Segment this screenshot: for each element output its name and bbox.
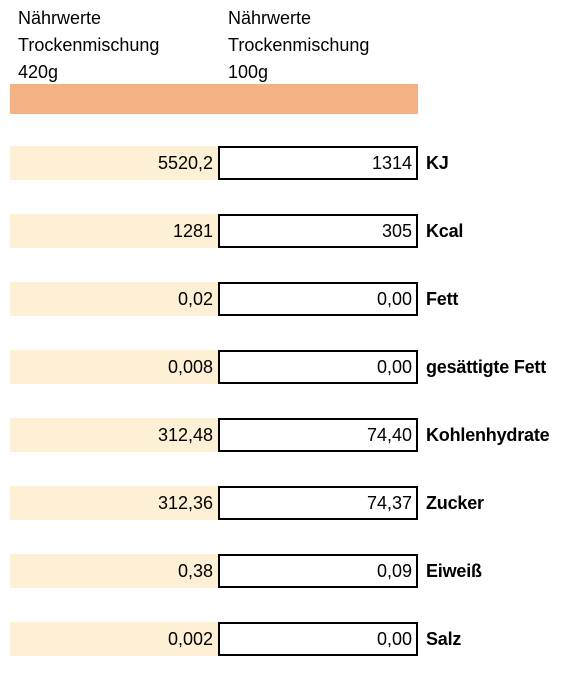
row-label: Kohlenhydrate — [426, 425, 550, 445]
header-per100: Nährwerte Trockenmischung 100g — [228, 5, 369, 86]
header-per100-line3: 100g — [228, 62, 269, 82]
header-per100-line1: Nährwerte — [228, 8, 312, 28]
row-kohlenhydrate: 312,48 74,40 Kohlenhydrate — [10, 418, 576, 452]
row-label: Fett — [426, 289, 459, 309]
row-gesaettigte-fett: 0,008 0,00 gesättigte Fett — [10, 350, 576, 384]
total-cell[interactable]: 1281 — [10, 214, 218, 248]
row-label: Zucker — [426, 493, 484, 513]
header-total-line3: 420g — [18, 62, 59, 82]
row-label: Eiweiß — [426, 561, 482, 581]
row-label: Salz — [426, 629, 462, 649]
per100-cell[interactable]: 0,00 — [218, 622, 418, 656]
row-label: KJ — [426, 153, 449, 173]
total-cell[interactable]: 0,02 — [10, 282, 218, 316]
per100-cell[interactable]: 74,40 — [218, 418, 418, 452]
row-eiweiss: 0,38 0,09 Eiweiß — [10, 554, 576, 588]
header-total-line1: Nährwerte — [18, 8, 102, 28]
row-zucker: 312,36 74,37 Zucker — [10, 486, 576, 520]
header-bar — [10, 84, 418, 114]
row-label: Kcal — [426, 221, 464, 241]
header-per100-line2: Trockenmischung — [228, 35, 370, 55]
per100-cell[interactable]: 0,09 — [218, 554, 418, 588]
per100-cell[interactable]: 0,00 — [218, 282, 418, 316]
total-cell[interactable]: 0,002 — [10, 622, 218, 656]
row-label: gesättigte Fett — [426, 357, 547, 377]
header-total-line2: Trockenmischung — [18, 35, 160, 55]
total-cell[interactable]: 5520,2 — [10, 146, 218, 180]
per100-cell[interactable]: 0,00 — [218, 350, 418, 384]
row-salz: 0,002 0,00 Salz — [10, 622, 576, 656]
per100-cell[interactable]: 1314 — [218, 146, 418, 180]
total-cell[interactable]: 0,008 — [10, 350, 218, 384]
row-fett: 0,02 0,00 Fett — [10, 282, 576, 316]
header-total: Nährwerte Trockenmischung 420g — [18, 5, 159, 86]
total-cell[interactable]: 312,48 — [10, 418, 218, 452]
row-kj: 5520,2 1314 KJ — [10, 146, 576, 180]
per100-cell[interactable]: 305 — [218, 214, 418, 248]
row-kcal: 1281 305 Kcal — [10, 214, 576, 248]
per100-cell[interactable]: 74,37 — [218, 486, 418, 520]
total-cell[interactable]: 0,38 — [10, 554, 218, 588]
total-cell[interactable]: 312,36 — [10, 486, 218, 520]
